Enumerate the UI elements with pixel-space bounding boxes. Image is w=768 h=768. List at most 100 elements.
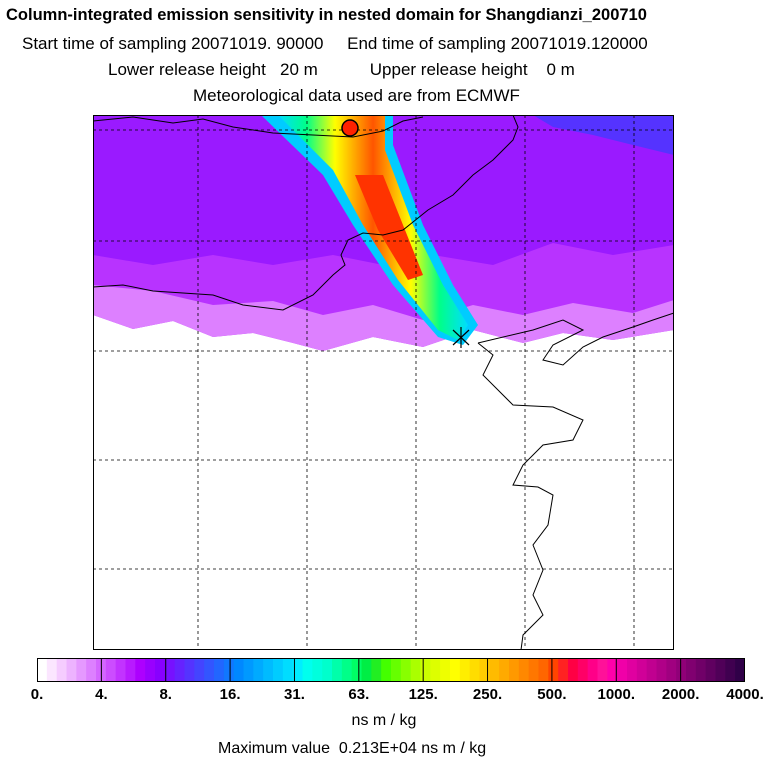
colorbar-cell [332, 658, 343, 682]
colorbar-cell [479, 658, 490, 682]
map-frame [93, 115, 674, 650]
colorbar-tick-label: 0. [30, 686, 44, 703]
colorbar-cell [430, 658, 441, 682]
plume-max [355, 175, 423, 280]
colorbar-cell [233, 658, 244, 682]
colorbar-tick-label: 31. [284, 686, 305, 703]
colorbar-cell [459, 658, 471, 682]
colorbar-cell [302, 658, 313, 682]
map-title: Column-integrated emission sensitivity i… [6, 6, 647, 24]
colorbar-cell [194, 658, 205, 682]
sensitivity-field-light [93, 285, 674, 351]
colorbar [37, 658, 745, 682]
colorbar-cell [656, 658, 667, 682]
colorbar-cell [76, 658, 87, 682]
colorbar-cell [312, 658, 323, 682]
colorbar-cell [381, 658, 392, 682]
release-heights: Lower release height 20 m Upper release … [108, 60, 768, 80]
colorbar-units: ns m / kg [351, 712, 417, 729]
colorbar-cell [400, 658, 412, 682]
colorbar-frame [37, 658, 745, 682]
colorbar-cell [627, 658, 638, 682]
colorbar-cell [86, 658, 97, 682]
plume-end-marker [452, 327, 470, 348]
colorbar-cell [518, 658, 530, 682]
upper-height-value: 0 m [546, 60, 575, 79]
colorbar-cell [391, 658, 402, 682]
end-time-label: End time of sampling [347, 34, 506, 53]
colorbar-cell [37, 658, 48, 682]
colorbar-cell [666, 658, 677, 682]
colorbar-tick-label: 250. [472, 686, 503, 703]
colorbar-cell [509, 658, 520, 682]
colorbar-cell [528, 658, 539, 682]
colorbar-cell [155, 658, 166, 682]
colorbar-tick-label: 1000. [597, 686, 636, 703]
colorbar-cell [735, 658, 745, 682]
colorbar-cell [164, 658, 176, 682]
colorbar-cell [371, 658, 382, 682]
colorbar-cell [351, 658, 362, 682]
colorbar-tick-label: 2000. [661, 686, 700, 703]
max-units: ns m / kg [421, 740, 487, 757]
colorbar-tick-label: 4. [95, 686, 108, 703]
colorbar-cell [617, 658, 628, 682]
colorbar-cell [253, 658, 264, 682]
colorbar-cell [184, 658, 195, 682]
colorbar-cell [282, 658, 294, 682]
colorbar-cell [676, 658, 687, 682]
colorbar-cell [725, 658, 736, 682]
upper-height-label: Upper release height [369, 60, 528, 79]
colorbar-cell [204, 658, 215, 682]
colorbar-tick-label: 500. [537, 686, 567, 703]
colorbar-cell [686, 658, 697, 682]
colorbar-cell [243, 658, 254, 682]
colorbar-tick-label: 4000. [726, 686, 764, 703]
colorbar-cell [548, 658, 559, 682]
colorbar-tick-label: 63. [348, 686, 370, 703]
colorbar-cell [145, 658, 156, 682]
met-data-note: Meteorological data used are from ECMWF [193, 86, 520, 105]
colorbar-cell [715, 658, 726, 682]
colorbar-cell [568, 658, 579, 682]
sampling-times: Start time of sampling 20071019. 90000 E… [22, 34, 768, 54]
colorbar-cell [46, 658, 58, 682]
colorbar-cell [538, 658, 549, 682]
end-time-value: 20071019.120000 [510, 34, 648, 53]
start-time-label: Start time of sampling [22, 34, 187, 53]
start-time-value: 20071019. 90000 [191, 34, 324, 53]
colorbar-tick-label: 125. [408, 686, 438, 703]
colorbar-cell [66, 658, 77, 682]
plume-core [278, 115, 468, 340]
coastlines [93, 115, 674, 650]
colorbar-cell [558, 658, 569, 682]
sensitivity-field-blue [533, 115, 674, 155]
max-label: Maximum value [218, 740, 331, 757]
colorbar-cells [37, 658, 745, 682]
colorbar-cell [440, 658, 451, 682]
colorbar-cell [499, 658, 510, 682]
colorbar-cell [489, 658, 500, 682]
colorbar-cell [577, 658, 589, 682]
colorbar-cell [322, 658, 333, 682]
colorbar-cell [597, 658, 608, 682]
colorbar-cell [263, 658, 274, 682]
colorbar-tick-label: 8. [159, 686, 172, 703]
colorbar-cell [341, 658, 353, 682]
colorbar-cell [223, 658, 235, 682]
lower-height-value: 20 m [280, 60, 318, 79]
colorbar-cell [587, 658, 598, 682]
max-value: 0.213E+04 [338, 740, 417, 757]
colorbar-cell [361, 658, 372, 682]
colorbar-cell [174, 658, 185, 682]
maximum-value: Maximum value 0.213E+04 ns m / kg [218, 740, 486, 758]
lat-lon-grid [93, 115, 674, 650]
colorbar-cell [636, 658, 648, 682]
colorbar-cell [410, 658, 421, 682]
colorbar-cell [135, 658, 146, 682]
colorbar-cell [420, 658, 431, 682]
colorbar-cell [607, 658, 618, 682]
receptor-site-marker [341, 119, 359, 137]
colorbar-cell [450, 658, 461, 682]
colorbar-cell [125, 658, 136, 682]
